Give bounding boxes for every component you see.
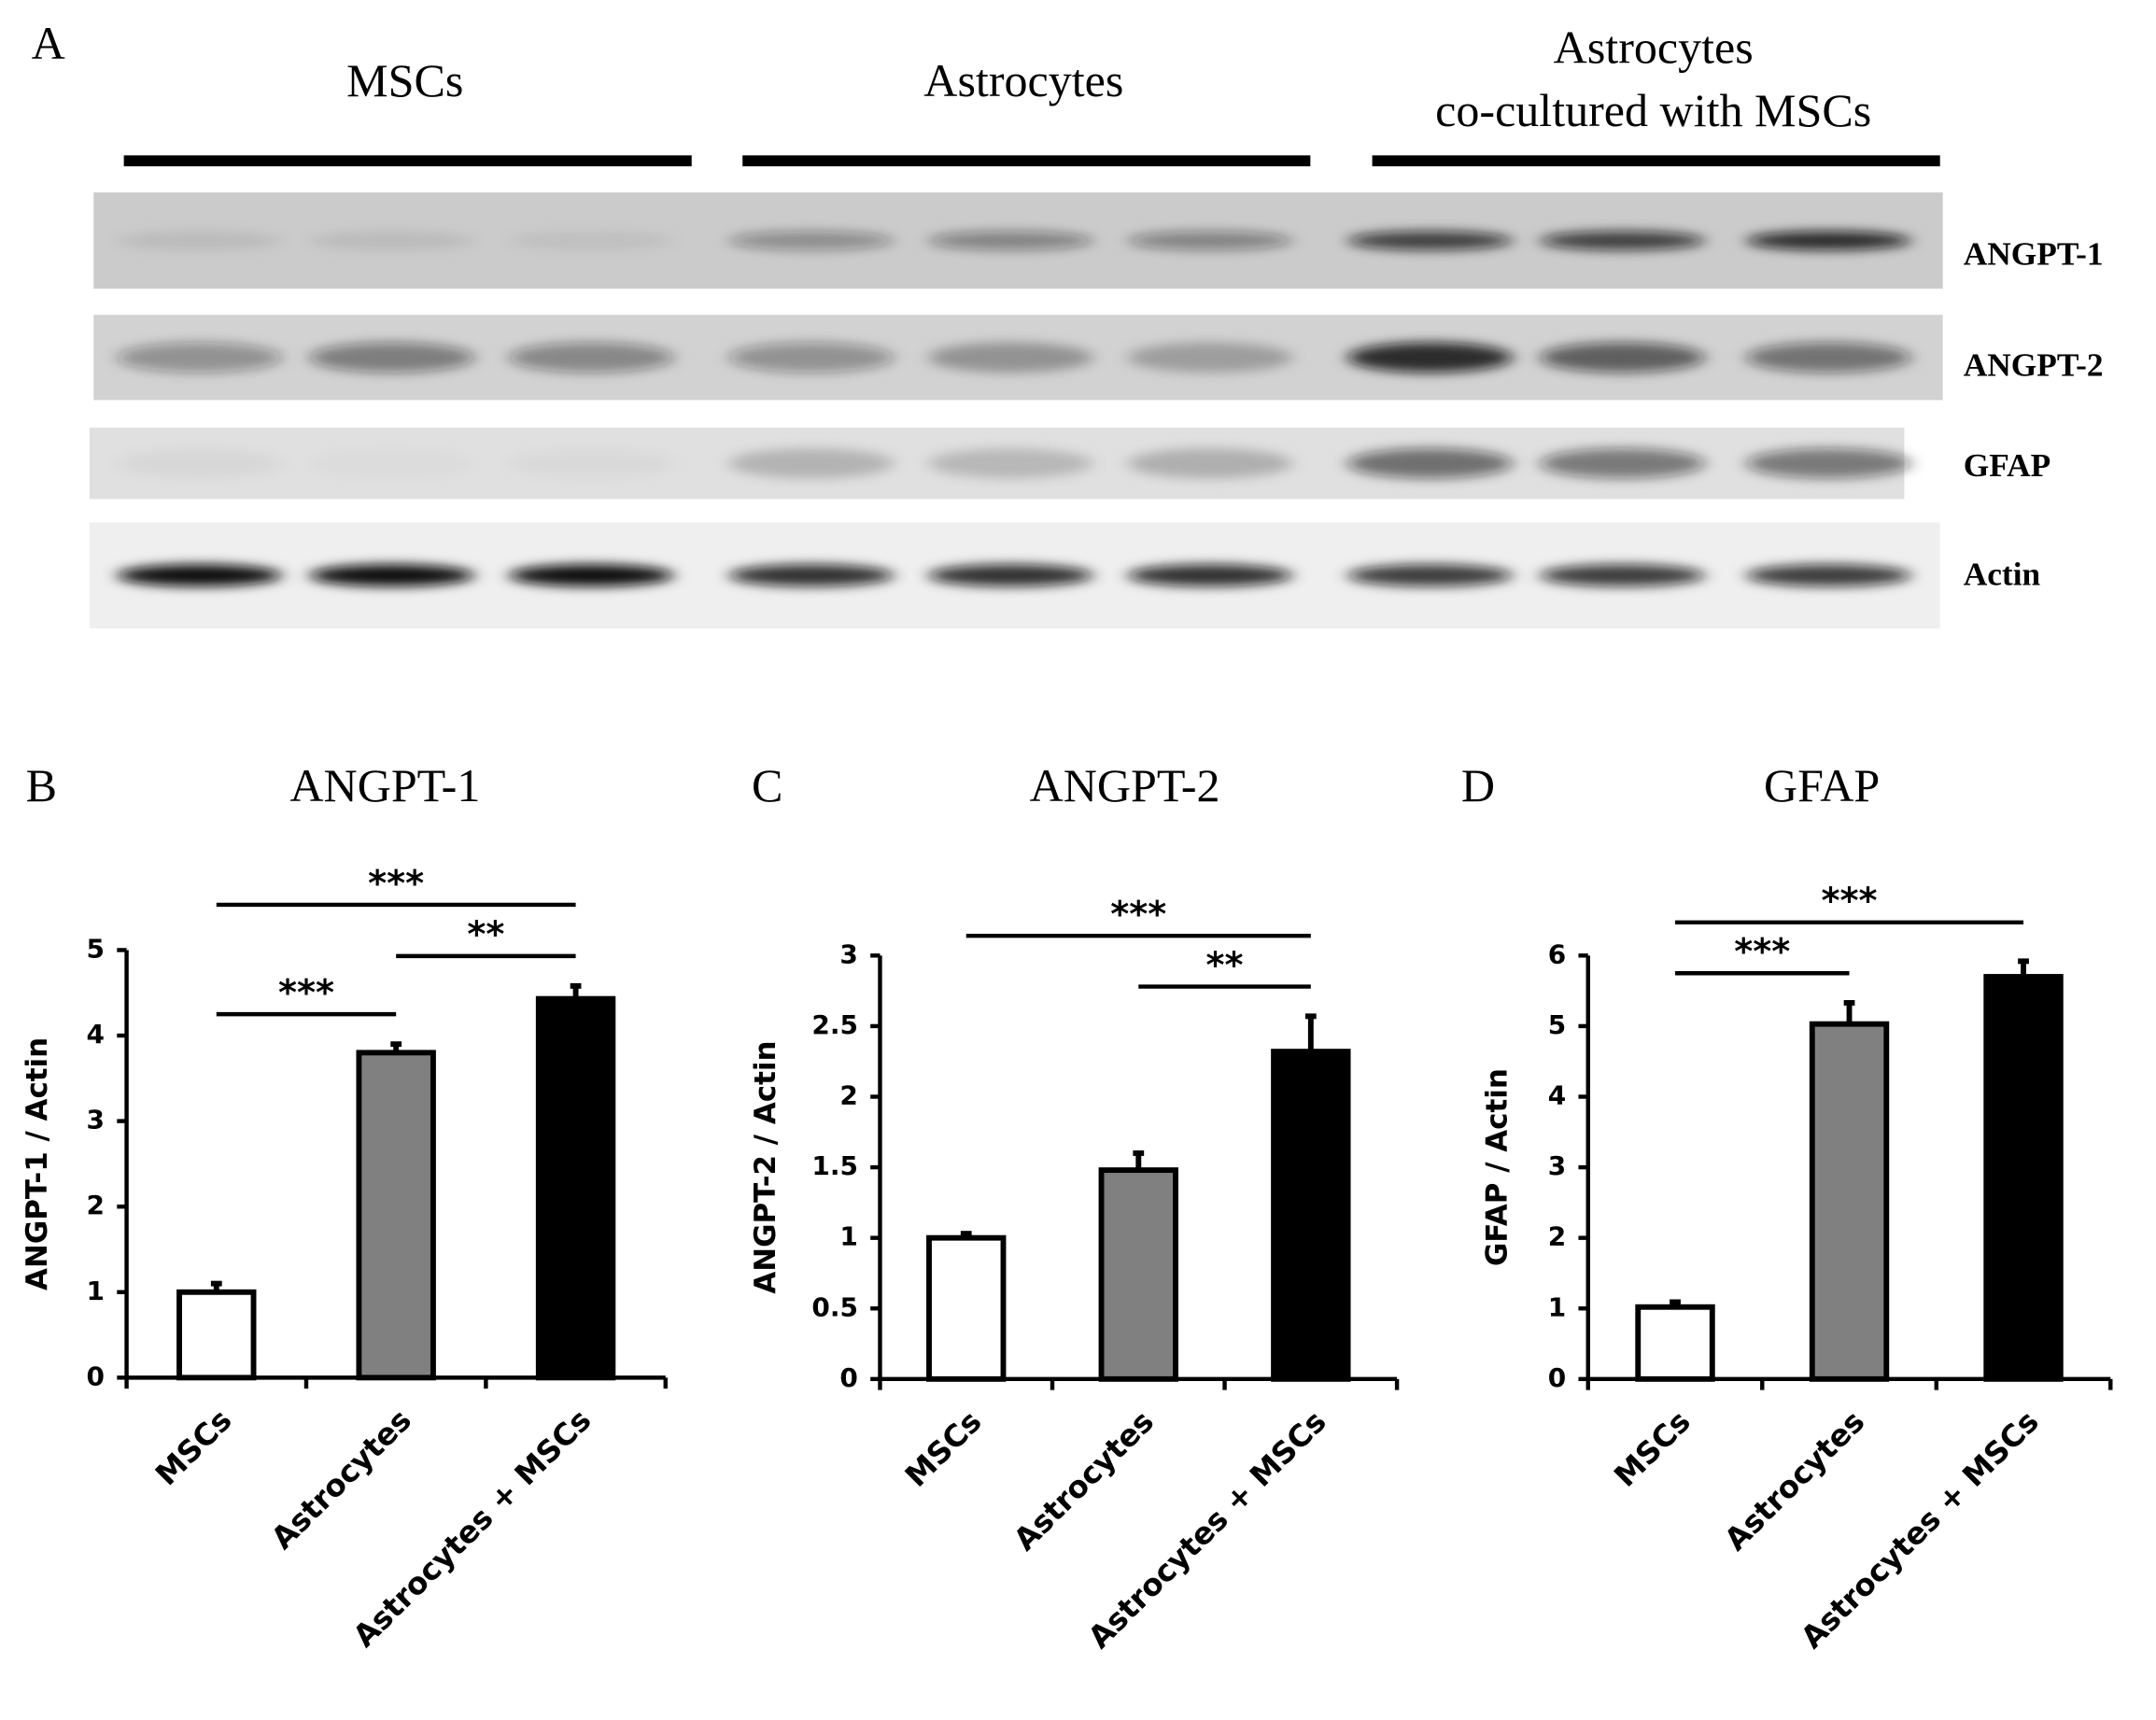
blot-band	[509, 448, 674, 478]
bar	[1635, 1304, 1715, 1382]
blot-band	[309, 231, 475, 250]
y-tick-label: 0.5	[811, 1291, 858, 1322]
significance-label: **	[467, 914, 504, 956]
y-axis-label: ANGPT-2 / Actin	[749, 1041, 782, 1294]
y-tick-label: 5	[1548, 1009, 1566, 1040]
bar	[535, 995, 616, 1381]
group-label: MSCs	[346, 54, 463, 106]
significance-label: ***	[1110, 894, 1166, 936]
blot-band	[309, 448, 474, 478]
y-tick-label: 1.5	[811, 1150, 858, 1181]
blot-band	[309, 564, 475, 586]
blot-band	[728, 231, 895, 250]
blot-band	[1127, 564, 1293, 586]
y-tick-label: 4	[1548, 1080, 1566, 1111]
y-tick-label: 0	[1548, 1362, 1566, 1393]
y-tick-label: 2	[87, 1190, 105, 1220]
y-tick-label: 4	[87, 1019, 105, 1050]
chart-title: ANGPT-2	[1030, 759, 1220, 811]
y-tick-label: 0	[839, 1362, 857, 1393]
blot-band	[728, 564, 895, 586]
y-tick-label: 2	[839, 1080, 857, 1111]
blot-band	[117, 448, 282, 479]
blot-band	[117, 564, 282, 586]
blot-band	[928, 231, 1093, 250]
y-tick-label: 6	[1548, 938, 1566, 969]
blot-band	[309, 342, 475, 374]
blot-band	[1127, 231, 1293, 250]
group-label: Astrocytes	[923, 54, 1123, 106]
blot-band	[1540, 342, 1705, 374]
blot-band	[1540, 448, 1705, 479]
blot-band	[728, 448, 895, 479]
chart-title: ANGPT-1	[289, 759, 480, 811]
bar	[176, 1289, 257, 1381]
y-tick-label: 1	[87, 1276, 105, 1306]
blot-label: Actin	[1964, 557, 2041, 593]
blot-label: GFAP	[1964, 447, 2051, 484]
y-axis-label: GFAP / Actin	[1481, 1068, 1515, 1266]
blot-band	[1127, 448, 1293, 479]
blot-band	[928, 448, 1093, 479]
blot-band	[1746, 231, 1911, 250]
blot-band	[508, 564, 674, 586]
blot-band	[117, 342, 282, 374]
bar	[926, 1234, 1007, 1382]
blot-band	[728, 342, 895, 374]
y-tick-label: 3	[839, 938, 857, 969]
blot-band	[1347, 231, 1513, 250]
significance-label: ***	[1822, 881, 1878, 923]
blot-band	[117, 231, 282, 250]
blot-band	[1127, 342, 1293, 374]
group-label: Astrocytes	[1554, 21, 1754, 73]
y-axis-label: ANGPT-1 / Actin	[21, 1037, 54, 1290]
group-label: co-cultured with MSCs	[1435, 84, 1871, 136]
y-tick-label: 1	[839, 1221, 857, 1252]
bar	[356, 1050, 436, 1381]
panel-label: A	[32, 17, 65, 69]
blot-band	[1540, 564, 1705, 586]
chart-title: GFAP	[1764, 759, 1880, 811]
blot-band	[508, 231, 674, 250]
bar	[1271, 1049, 1351, 1382]
significance-label: ***	[1734, 931, 1790, 973]
blot-band	[928, 342, 1093, 374]
blot-band	[1746, 564, 1911, 586]
y-tick-label: 2	[1548, 1221, 1566, 1252]
blot-band	[1347, 564, 1513, 586]
bar	[1983, 974, 2064, 1382]
y-tick-label: 3	[87, 1105, 105, 1135]
y-tick-label: 3	[1548, 1150, 1566, 1181]
y-tick-label: 1	[1548, 1291, 1566, 1322]
y-tick-label: 2.5	[811, 1009, 858, 1040]
blot-band	[1347, 342, 1513, 374]
y-tick-label: 5	[87, 933, 105, 964]
blot-label: ANGPT-1	[1964, 235, 2104, 272]
blot-band	[508, 342, 674, 374]
blot-label: ANGPT-2	[1964, 347, 2104, 384]
panel-label: D	[1461, 759, 1495, 811]
bar	[1098, 1167, 1178, 1382]
y-tick-label: 0	[87, 1360, 105, 1391]
significance-label: **	[1206, 944, 1244, 986]
bar	[1809, 1021, 1890, 1382]
panel-label: C	[752, 759, 782, 811]
blot-band	[1347, 448, 1513, 479]
blot-band	[928, 564, 1093, 586]
significance-label: ***	[368, 863, 424, 905]
significance-label: ***	[278, 972, 334, 1014]
blot-band	[1540, 231, 1705, 250]
blot-band	[1746, 342, 1911, 374]
blot-band	[1746, 448, 1911, 479]
panel-label: B	[26, 759, 57, 811]
